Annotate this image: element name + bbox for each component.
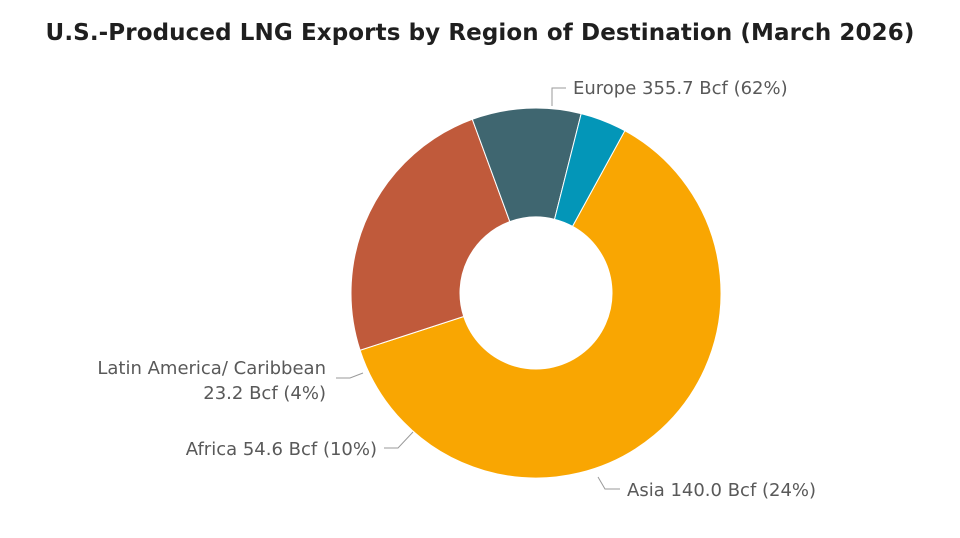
leader-line-europe [551, 87, 566, 106]
slice-europe [359, 130, 722, 479]
chart-title: U.S.-Produced LNG Exports by Region of D… [45, 20, 915, 46]
leader-line-africa [384, 431, 414, 449]
slice-label-latin-line1: Latin America/ Caribbean [97, 358, 326, 379]
leader-line-asia [597, 476, 620, 490]
leader-line-latin [336, 372, 364, 379]
slice-label-latin-line2: 23.2 Bcf (4%) [203, 383, 326, 404]
slice-label-africa: Africa 54.6 Bcf (10%) [186, 439, 377, 460]
slice-label-europe: Europe 355.7 Bcf (62%) [573, 78, 788, 99]
slice-label-asia: Asia 140.0 Bcf (24%) [627, 480, 816, 501]
donut-slices [350, 107, 722, 479]
slice-asia [350, 118, 511, 351]
slice-latin [553, 112, 626, 228]
